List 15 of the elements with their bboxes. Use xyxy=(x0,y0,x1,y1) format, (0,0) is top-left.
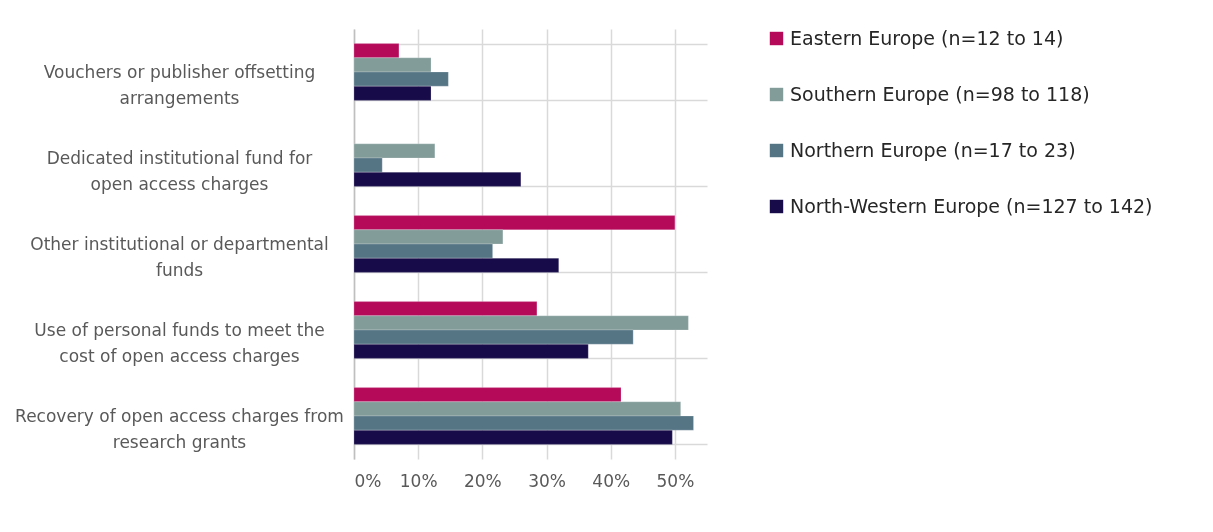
x-tick-label: 50% xyxy=(656,470,695,491)
y-tick-label: Other institutional or departmental funds xyxy=(30,233,329,280)
x-tick-label: 30% xyxy=(528,470,566,491)
x-tick-label: 0% xyxy=(354,470,382,491)
legend-label: Southern Europe (n=98 to 118) xyxy=(790,82,1090,105)
x-tick-label: 10% xyxy=(399,470,438,491)
x-tick-label: 20% xyxy=(463,470,502,491)
y-tick-label: Recovery of open access charges from research grants xyxy=(15,405,344,452)
legend-label: North-Western Europe (n=127 to 142) xyxy=(790,194,1153,217)
y-tick-label: Dedicated institutional fund for open access charges xyxy=(46,147,313,194)
legend-label: Northern Europe (n=17 to 23) xyxy=(790,138,1076,161)
x-tick-label: 40% xyxy=(592,470,631,491)
y-tick-label: Vouchers or publisher offsetting arrangements xyxy=(43,61,316,108)
legend-label: Eastern Europe (n=12 to 14) xyxy=(790,26,1064,49)
y-tick-label: Use of personal funds to meet the cost of open access charges xyxy=(34,319,325,366)
